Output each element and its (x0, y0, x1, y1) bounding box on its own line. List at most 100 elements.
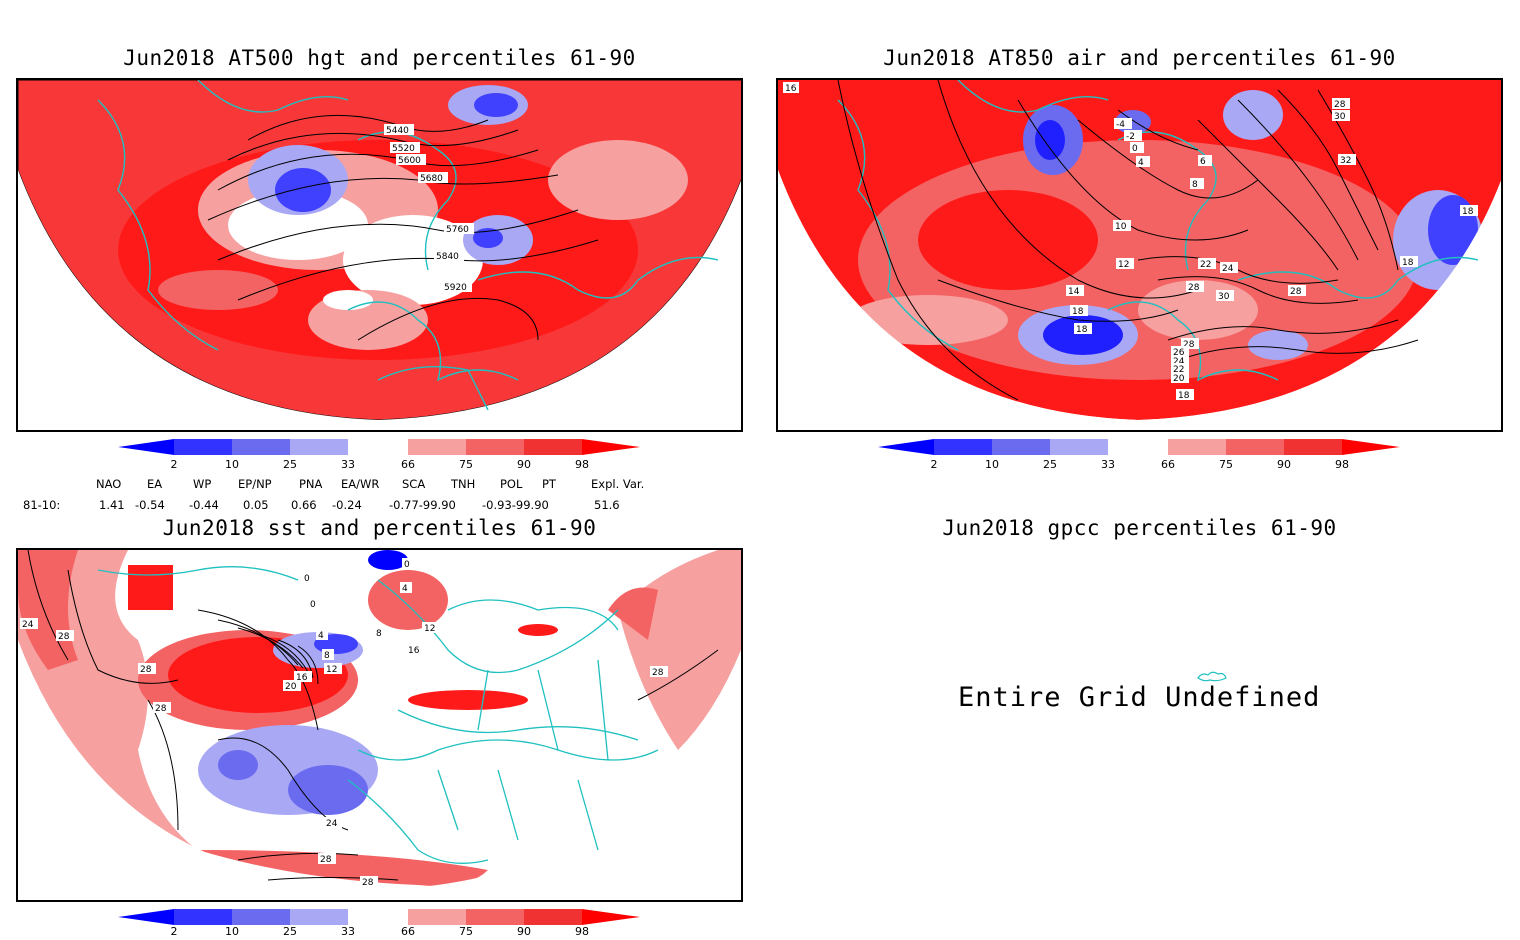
index-value: -0.93-99.90 (482, 498, 549, 512)
contour-label: 5840 (436, 252, 459, 262)
index-value: -0.54 (135, 498, 165, 512)
contour-label: 28 (1334, 100, 1346, 110)
tick-label: 90 (517, 925, 531, 938)
index-value: -0.77-99.90 (389, 498, 456, 512)
tick-label: 33 (341, 925, 355, 938)
index-header: EA (147, 477, 163, 491)
map-sst-canvas: 0 0 0 4 4 8 8 12 16 20 16 12 24 28 28 24… (18, 550, 741, 900)
contour-label: 12 (1118, 260, 1129, 270)
contour-label: 28 (320, 855, 332, 865)
tick-label: 98 (575, 925, 589, 938)
tick-label: 2 (930, 458, 938, 471)
contour-label: 18 (1072, 307, 1084, 317)
contour-label: 4 (402, 584, 408, 594)
tick-label: 10 (985, 458, 999, 471)
contour-label: 5680 (420, 174, 443, 184)
tick-label: 98 (1335, 458, 1349, 471)
panel-title-hgt500: Jun2018 AT500 hgt and percentiles 61-90 (123, 46, 636, 70)
contour-label: 20 (1173, 374, 1185, 384)
tick-label: 33 (341, 458, 355, 471)
index-header: SCA (402, 477, 426, 491)
contour-label: 28 (155, 704, 167, 714)
contour-label: 4 (318, 631, 324, 641)
colorbar-hgt500 (118, 439, 640, 455)
contour-label: 4 (1138, 158, 1144, 168)
contour-label: 6 (1200, 157, 1206, 167)
panel-title-air850: Jun2018 AT850 air and percentiles 61-90 (883, 46, 1396, 70)
colorbar-sst (118, 909, 640, 925)
contour-label: 28 (58, 632, 70, 642)
contour-label: 24 (1222, 264, 1234, 274)
contour-label: 28 (1183, 340, 1195, 350)
contour-label: -2 (1126, 132, 1135, 142)
map-air850-canvas: 16 -4 -2 0 4 6 8 10 12 14 18 18 22 24 28… (778, 80, 1501, 430)
tick-label: 90 (1277, 458, 1291, 471)
tick-label: 25 (283, 458, 297, 471)
tick-label: 75 (459, 458, 473, 471)
contour-label: 0 (404, 560, 410, 570)
contour-label: 24 (22, 620, 34, 630)
contour-label: 5600 (398, 156, 421, 166)
index-header-row: NAO EA WP EP/NP PNA EA/WR SCA TNH POL PT… (0, 477, 760, 491)
contour-label: 28 (1188, 283, 1200, 293)
contour-label: 30 (1218, 292, 1230, 302)
contour-label: 0 (1132, 144, 1138, 154)
contour-label: 5760 (446, 225, 469, 235)
index-header: PNA (299, 477, 323, 491)
colorbar-ticks-sst: 2 10 25 33 66 75 90 98 (114, 925, 644, 939)
index-row-label: 81-10: (23, 498, 61, 512)
contour-label: 8 (1192, 180, 1198, 190)
tick-label: 10 (225, 458, 239, 471)
contour-label: 18 (1178, 391, 1190, 401)
index-value: -0.44 (189, 498, 219, 512)
contour-label: 16 (408, 646, 420, 656)
index-header: PT (542, 477, 556, 491)
tick-label: 75 (1219, 458, 1233, 471)
tick-label: 90 (517, 458, 531, 471)
tick-label: 66 (401, 458, 415, 471)
contour-label: 16 (296, 673, 308, 683)
colorbar-ticks-air850: 2 10 25 33 66 75 90 98 (874, 458, 1404, 472)
contour-label: 26 (1173, 348, 1185, 358)
index-value: 0.66 (291, 498, 317, 512)
panel-title-sst: Jun2018 sst and percentiles 61-90 (162, 516, 597, 540)
tick-label: 98 (575, 458, 589, 471)
contour-label: 16 (785, 84, 797, 94)
contour-label: 28 (140, 665, 152, 675)
contour-label: 18 (1462, 207, 1474, 217)
index-value-row: 81-10: 1.41 -0.54 -0.44 0.05 0.66 -0.24 … (0, 498, 760, 512)
contour-label: 22 (1173, 365, 1184, 375)
map-panel-hgt500: 5440 5520 5600 5680 5760 5840 5920 (16, 78, 743, 432)
contour-label: 8 (376, 629, 382, 639)
contour-label: -4 (1116, 120, 1125, 130)
index-value: 51.6 (594, 498, 620, 512)
index-header: EA/WR (341, 477, 380, 491)
colorbar-air850 (878, 439, 1400, 455)
contour-label: 5440 (386, 126, 409, 136)
contour-label: 20 (285, 682, 297, 692)
contour-label: 28 (1290, 287, 1302, 297)
index-header: POL (500, 477, 523, 491)
tick-label: 66 (1161, 458, 1175, 471)
tick-label: 75 (459, 925, 473, 938)
contour-label: 5520 (392, 144, 415, 154)
contour-label: 32 (1340, 156, 1351, 166)
index-header: EP/NP (238, 477, 272, 491)
map-hgt500-canvas: 5440 5520 5600 5680 5760 5840 5920 (18, 80, 741, 430)
contour-label: 14 (1068, 287, 1080, 297)
contour-label: 18 (1076, 325, 1088, 335)
contour-label: 0 (310, 600, 316, 610)
index-header: WP (193, 477, 212, 491)
contour-label: 28 (652, 668, 664, 678)
undefined-grid-message: Entire Grid Undefined (958, 682, 1321, 713)
index-value: -0.24 (332, 498, 362, 512)
contour-label: 5920 (444, 283, 467, 293)
index-header: Expl. Var. (591, 477, 645, 491)
contour-label: 18 (1402, 258, 1414, 268)
map-panel-sst: 0 0 0 4 4 8 8 12 16 20 16 12 24 28 28 24… (16, 548, 743, 902)
tick-label: 2 (170, 458, 178, 471)
panel-title-gpcc: Jun2018 gpcc percentiles 61-90 (942, 516, 1337, 540)
contour-label: 22 (1200, 260, 1211, 270)
map-panel-air850: 16 -4 -2 0 4 6 8 10 12 14 18 18 22 24 28… (776, 78, 1503, 432)
tick-label: 33 (1101, 458, 1115, 471)
